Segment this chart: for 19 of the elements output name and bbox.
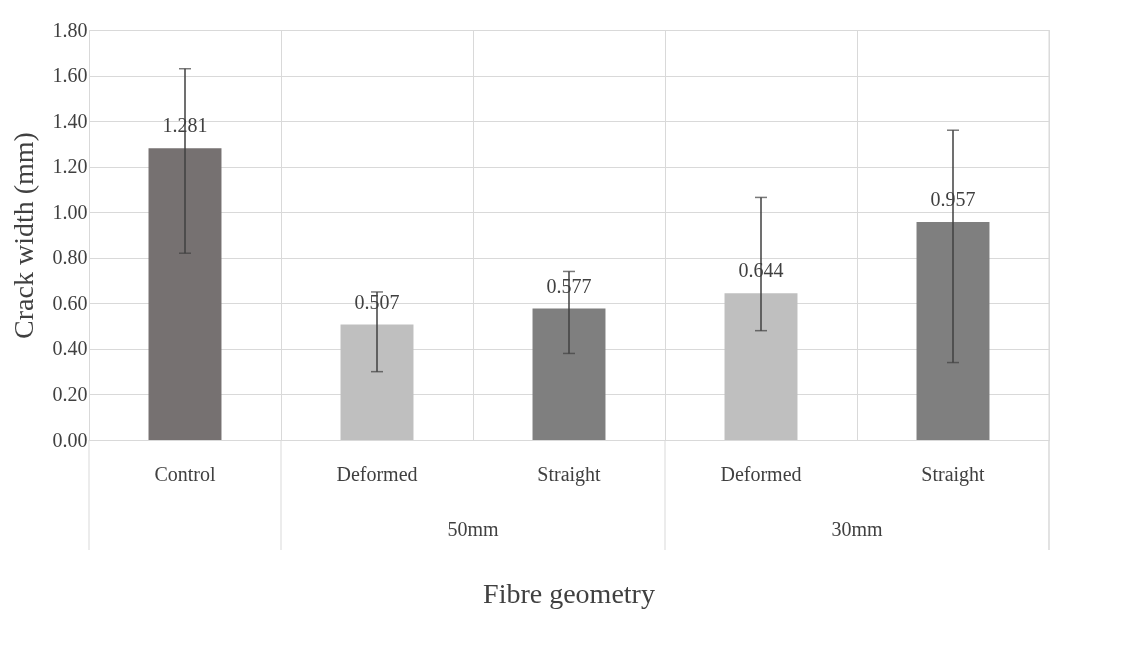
y-tick-label: 0.20 xyxy=(52,382,88,405)
x-tick-label: Straight xyxy=(537,463,602,486)
x-tick-label: Control xyxy=(154,463,216,485)
text: 50mm xyxy=(447,518,499,540)
y-tick-label: 1.60 xyxy=(52,64,88,87)
x-tick-label: Deformed xyxy=(720,463,802,485)
y-tick-label: 0.00 xyxy=(52,428,88,451)
y-tick-label: 1.80 xyxy=(52,18,88,41)
y-axis-title: Crack width (mm) xyxy=(7,132,39,339)
y-tick-label: 0.60 xyxy=(52,291,88,314)
y-tick-label: 1.20 xyxy=(52,155,88,178)
y-tick-label: 0.80 xyxy=(52,246,88,269)
x-tick-label: Straight xyxy=(921,463,986,486)
y-tick-label: 1.00 xyxy=(52,200,88,223)
text: 30mm xyxy=(831,518,883,540)
y-tick-label: 1.40 xyxy=(52,109,88,132)
x-tick-label: Deformed xyxy=(336,463,418,485)
x-axis-title: Fibre geometry xyxy=(483,578,655,609)
y-tick-label: 0.40 xyxy=(52,337,88,360)
